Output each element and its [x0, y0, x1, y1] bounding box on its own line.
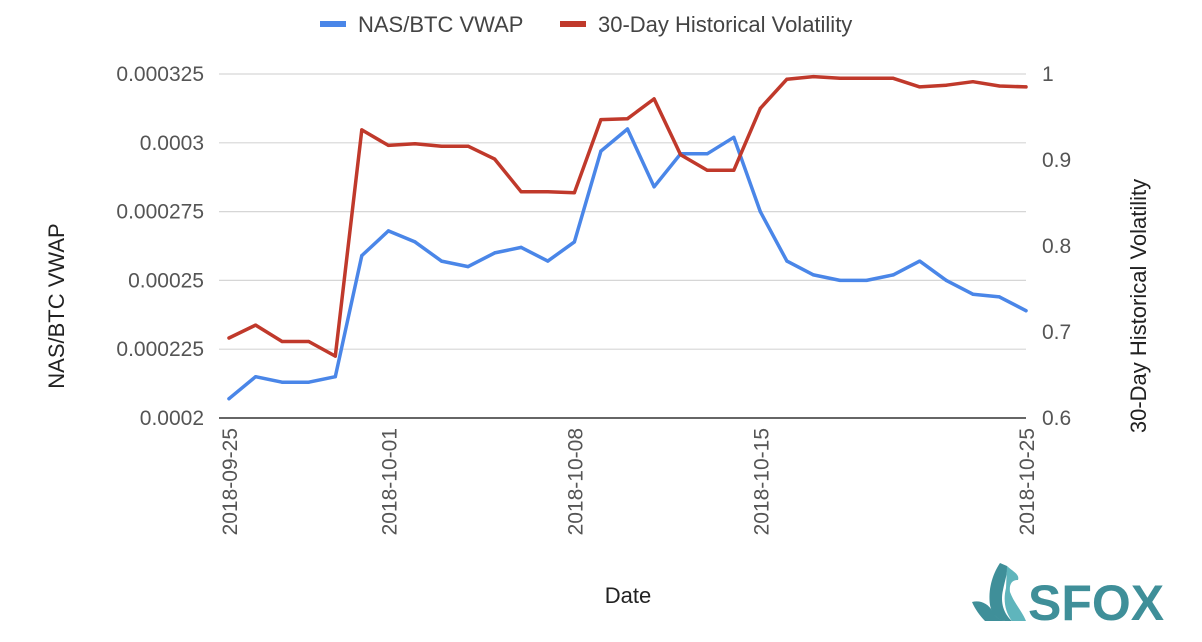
data-point-volatility	[493, 157, 497, 161]
series-line-vwap	[227, 127, 1028, 401]
data-point-volatility	[652, 97, 656, 101]
data-point-vwap	[625, 127, 630, 131]
data-point-volatility	[546, 190, 550, 194]
y-tick-label: 0.00025	[128, 269, 204, 292]
data-point-vwap	[493, 251, 497, 255]
x-axis-title: Date	[605, 583, 651, 608]
data-point-vwap	[944, 278, 948, 282]
data-point-vwap	[280, 380, 284, 384]
data-point-vwap	[466, 265, 470, 269]
x-tick-label: 2018-10-25	[1016, 428, 1039, 535]
data-point-volatility	[918, 85, 922, 89]
y2-tick-label: 0.7	[1042, 321, 1071, 344]
data-point-vwap	[439, 259, 444, 263]
data-point-vwap	[519, 245, 523, 249]
data-point-vwap	[572, 240, 577, 244]
data-point-volatility	[997, 84, 1002, 88]
data-point-volatility	[971, 80, 975, 84]
right-axis-ticks: 0.6 0.7 0.8 0.9 1	[1042, 63, 1071, 430]
series-lines	[227, 74, 1028, 401]
data-point-vwap	[360, 254, 364, 258]
data-point-vwap	[413, 240, 417, 244]
data-point-volatility	[254, 323, 258, 327]
data-point-vwap	[997, 295, 1002, 299]
data-point-volatility	[280, 339, 284, 344]
grid	[219, 73, 1026, 419]
legend-label-volatility: 30-Day Historical Volatility	[598, 12, 852, 37]
data-point-volatility	[360, 128, 364, 132]
logo-text: SFOX	[1028, 575, 1164, 631]
x-tick-label: 2018-10-01	[378, 428, 401, 535]
data-point-volatility	[891, 76, 895, 80]
data-point-volatility	[599, 118, 603, 122]
data-point-volatility	[333, 354, 337, 358]
data-point-volatility	[227, 336, 231, 340]
y2-tick-label: 1	[1042, 63, 1054, 86]
data-point-vwap	[971, 292, 975, 296]
data-point-volatility	[758, 106, 762, 110]
x-tick-label: 2018-10-08	[564, 428, 587, 535]
data-point-vwap	[599, 149, 603, 153]
data-point-volatility	[732, 168, 736, 172]
y2-axis-title: 30-Day Historical Volatility	[1126, 179, 1151, 433]
data-point-volatility	[785, 77, 789, 81]
data-point-vwap	[918, 259, 922, 263]
legend-swatch-volatility	[560, 21, 586, 27]
data-point-volatility	[386, 143, 390, 147]
data-point-vwap	[254, 375, 258, 379]
data-point-vwap	[891, 273, 895, 277]
data-point-vwap	[758, 210, 762, 214]
legend-swatch-vwap	[320, 21, 346, 27]
data-point-volatility	[625, 117, 630, 121]
y2-tick-label: 0.6	[1042, 407, 1071, 430]
data-point-volatility	[413, 142, 417, 146]
data-point-volatility	[307, 339, 311, 344]
data-point-volatility	[865, 76, 869, 80]
data-point-volatility	[705, 168, 709, 172]
data-point-volatility	[466, 144, 470, 148]
data-point-vwap	[732, 135, 736, 139]
data-point-vwap	[227, 397, 231, 401]
y-tick-label: 0.000225	[116, 338, 204, 361]
left-axis-ticks: 0.0002 0.000225 0.00025 0.000275 0.0003 0.000…	[116, 63, 204, 430]
y2-tick-label: 0.9	[1042, 149, 1071, 172]
y-tick-label: 0.000275	[116, 201, 204, 224]
fox-icon	[972, 563, 1026, 621]
data-point-volatility	[519, 190, 523, 194]
data-point-volatility	[838, 76, 842, 80]
data-point-volatility	[439, 144, 444, 148]
data-point-volatility	[1024, 85, 1028, 89]
data-point-vwap	[546, 259, 550, 263]
y-axis-title: NAS/BTC VWAP	[44, 223, 69, 388]
x-tick-label: 2018-09-25	[219, 428, 242, 535]
data-point-volatility	[811, 75, 816, 79]
y2-tick-label: 0.8	[1042, 235, 1071, 258]
data-point-vwap	[785, 259, 789, 263]
data-point-vwap	[705, 152, 709, 156]
legend-label-vwap: NAS/BTC VWAP	[358, 12, 523, 37]
data-point-volatility	[679, 153, 683, 157]
data-point-vwap	[333, 375, 337, 379]
y-tick-label: 0.000325	[116, 63, 204, 86]
legend: NAS/BTC VWAP 30-Day Historical Volatilit…	[320, 12, 852, 37]
data-point-volatility	[944, 83, 948, 87]
data-point-vwap	[838, 278, 842, 282]
x-tick-label: 2018-10-15	[750, 428, 773, 535]
data-point-vwap	[386, 229, 390, 233]
y-tick-label: 0.0003	[140, 132, 204, 155]
data-point-volatility	[572, 191, 577, 195]
data-point-vwap	[865, 278, 869, 282]
y-tick-label: 0.0002	[140, 407, 204, 430]
data-point-vwap	[1024, 309, 1028, 313]
sfox-logo: SFOX	[972, 563, 1164, 631]
data-point-vwap	[652, 185, 656, 189]
data-point-vwap	[811, 273, 816, 277]
x-axis-ticks: 2018-09-25 2018-10-01 2018-10-08 2018-10-15…	[219, 428, 1039, 535]
data-point-vwap	[307, 380, 311, 384]
